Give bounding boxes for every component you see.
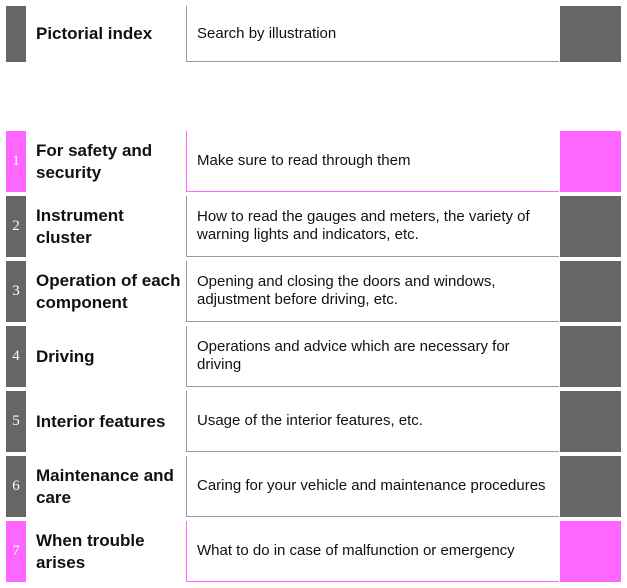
chapter-title: For safety and security (36, 140, 153, 182)
chapter-number-tab: 3 (6, 261, 26, 322)
chapter-row-1[interactable]: 1 For safety and security Make sure to r… (0, 131, 627, 192)
chapter-side-tab (560, 326, 621, 387)
chapter-side-tab (560, 261, 621, 322)
chapter-number-tab: 4 (6, 326, 26, 387)
chapter-side-tab (560, 391, 621, 452)
chapter-description: How to read the gauges and meters, the v… (186, 196, 559, 257)
chapter-title: Maintenance and care (36, 465, 174, 507)
chapter-side-tab (560, 456, 621, 517)
chapter-row-7[interactable]: 7 When trouble arises What to do in case… (0, 521, 627, 582)
chapter-side-tab (560, 196, 621, 257)
chapter-title: When trouble arises (36, 530, 145, 572)
chapter-number-tab: 7 (6, 521, 26, 582)
chapter-row-6[interactable]: 6 Maintenance and care Caring for your v… (0, 456, 627, 517)
chapter-title: Operation of each component (36, 270, 181, 312)
chapter-side-tab (560, 521, 621, 582)
chapter-number-tab: 2 (6, 196, 26, 257)
chapter-number-tab: 1 (6, 131, 26, 192)
chapter-row-4[interactable]: 4 Driving Operations and advice which ar… (0, 326, 627, 387)
chapter-description: Make sure to read through them (186, 131, 559, 192)
pictorial-index-tab (6, 6, 26, 62)
chapter-title: Driving (36, 346, 95, 366)
pictorial-index-row[interactable]: Pictorial index Search by illustration (0, 6, 627, 62)
chapter-description: Opening and closing the doors and window… (186, 261, 559, 322)
chapter-description: Operations and advice which are necessar… (186, 326, 559, 387)
chapter-number-tab: 6 (6, 456, 26, 517)
chapter-row-2[interactable]: 2 Instrument cluster How to read the gau… (0, 196, 627, 257)
chapter-side-tab (560, 131, 621, 192)
chapter-row-5[interactable]: 5 Interior features Usage of the interio… (0, 391, 627, 452)
chapter-description: What to do in case of malfunction or eme… (186, 521, 559, 582)
chapter-title: Instrument cluster (36, 205, 124, 247)
pictorial-index-side-tab (560, 6, 621, 62)
chapter-description: Caring for your vehicle and maintenance … (186, 456, 559, 517)
pictorial-index-title: Pictorial index (36, 24, 153, 43)
chapter-number-tab: 5 (6, 391, 26, 452)
pictorial-index-description: Search by illustration (186, 6, 559, 62)
chapter-description: Usage of the interior features, etc. (186, 391, 559, 452)
chapter-row-3[interactable]: 3 Operation of each component Opening an… (0, 261, 627, 322)
chapter-title: Interior features (36, 411, 166, 431)
